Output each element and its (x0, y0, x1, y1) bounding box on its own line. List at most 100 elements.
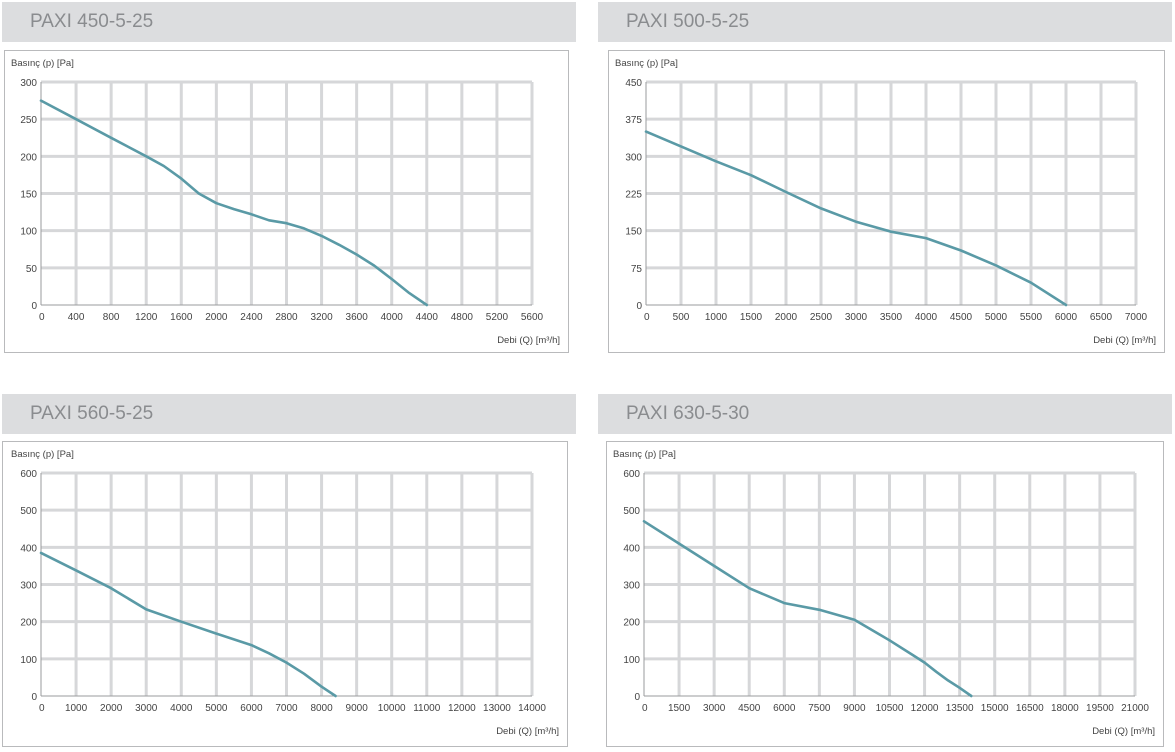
performance-curve (644, 130, 1068, 307)
y-tick-label: 300 (20, 78, 37, 89)
x-tick-label: 0 (39, 312, 45, 323)
chart-frame: 0 100 200 300 400 500 600 0 1000 2000 3000 4000 5000… (2, 441, 568, 747)
x-tick-label: 6000 (240, 703, 263, 714)
x-tick-label: 2800 (275, 312, 298, 323)
x-tick-label: 4800 (451, 312, 474, 323)
x-tick-label: 4400 (416, 312, 439, 323)
x-tick-label: 11000 (413, 703, 441, 714)
x-tick-label: 5500 (1020, 312, 1043, 323)
x-axis-label: Debi (Q) [m³/h] (1092, 726, 1155, 737)
x-tick-label: 3600 (346, 312, 369, 323)
x-tick-label: 2000 (100, 703, 123, 714)
x-tick-label: 5000 (985, 312, 1008, 323)
y-tick-label: 300 (20, 581, 37, 592)
x-tick-label: 4000 (170, 703, 193, 714)
x-tick-label: 2500 (810, 312, 833, 323)
x-tick-label: 15000 (981, 703, 1009, 714)
chart-frame: 0 100 200 300 400 500 600 0 1500 3000 4500 6000 7500… (606, 441, 1164, 747)
x-tick-label: 6000 (1055, 312, 1078, 323)
y-tick-label: 375 (625, 115, 642, 126)
x-tick-label: 6000 (773, 703, 796, 714)
y-tick-label: 225 (625, 190, 642, 201)
performance-curve (39, 551, 337, 698)
x-tick-label: 14000 (518, 703, 546, 714)
y-tick-label: 500 (623, 506, 640, 517)
x-tick-label: 21000 (1121, 703, 1149, 714)
y-axis-label: Basınç (p) [Pa] (613, 449, 676, 460)
x-tick-label: 4000 (915, 312, 938, 323)
y-tick-label: 100 (623, 655, 640, 666)
x-tick-label: 6500 (1090, 312, 1113, 323)
y-tick-label: 600 (623, 469, 640, 480)
x-tick-label: 400 (68, 312, 85, 323)
x-tick-label: 3000 (845, 312, 868, 323)
y-axis-label: Basınç (p) [Pa] (615, 58, 678, 69)
y-tick-label: 100 (20, 227, 37, 238)
x-tick-label: 4000 (381, 312, 404, 323)
y-tick-label: 0 (634, 692, 640, 703)
x-tick-label: 9000 (346, 703, 369, 714)
x-tick-label: 10000 (378, 703, 406, 714)
x-tick-label: 0 (644, 312, 650, 323)
x-tick-label: 8000 (310, 703, 333, 714)
x-tick-label: 4500 (738, 703, 761, 714)
y-tick-label: 50 (26, 264, 38, 275)
y-tick-label: 150 (20, 190, 37, 201)
x-tick-label: 13000 (483, 703, 511, 714)
x-tick-label: 1500 (740, 312, 763, 323)
x-tick-label: 5000 (205, 703, 228, 714)
x-tick-label: 12000 (911, 703, 939, 714)
x-tick-label: 13500 (946, 703, 974, 714)
x-tick-label: 500 (673, 312, 690, 323)
y-tick-label: 600 (20, 469, 37, 480)
y-tick-label: 300 (625, 152, 642, 163)
performance-curve (39, 99, 429, 307)
y-tick-label: 450 (625, 78, 642, 89)
x-tick-label: 7500 (808, 703, 831, 714)
y-tick-label: 150 (625, 227, 642, 238)
x-tick-label: 1600 (170, 312, 193, 323)
y-tick-label: 200 (20, 618, 37, 629)
y-tick-label: 0 (636, 301, 642, 312)
x-tick-label: 9000 (843, 703, 866, 714)
chart-title: PAXI 560-5-25 (2, 394, 576, 434)
y-tick-label: 200 (623, 618, 640, 629)
x-tick-label: 2000 (205, 312, 228, 323)
chart-title: PAXI 500-5-25 (598, 2, 1172, 42)
x-tick-label: 18000 (1051, 703, 1079, 714)
chart-frame: 0 50 100 150 200 250 300 0 400 800 1200 1600 2000 240… (4, 50, 569, 353)
x-tick-label: 2400 (240, 312, 263, 323)
chart-title: PAXI 630-5-30 (598, 394, 1172, 434)
x-tick-label: 5200 (486, 312, 509, 323)
x-axis-label: Debi (Q) [m³/h] (1093, 335, 1156, 346)
x-tick-label: 7000 (275, 703, 298, 714)
x-tick-label: 12000 (448, 703, 476, 714)
y-tick-label: 0 (31, 692, 37, 703)
x-tick-label: 16500 (1016, 703, 1044, 714)
x-tick-label: 0 (39, 703, 45, 714)
x-tick-label: 3200 (310, 312, 333, 323)
y-tick-label: 100 (20, 655, 37, 666)
chart-title: PAXI 450-5-25 (2, 2, 576, 42)
x-tick-label: 1500 (668, 703, 691, 714)
y-tick-label: 0 (31, 301, 37, 312)
x-tick-label: 3000 (703, 703, 726, 714)
x-tick-label: 1200 (135, 312, 158, 323)
y-tick-label: 75 (631, 264, 643, 275)
chart-svg: 0 50 100 150 200 250 300 0 400 800 1200 1600 2000 240… (11, 58, 560, 346)
x-tick-label: 4500 (950, 312, 973, 323)
x-tick-label: 3500 (880, 312, 903, 323)
y-axis-label: Basınç (p) [Pa] (11, 449, 74, 460)
x-tick-label: 19500 (1086, 703, 1114, 714)
x-tick-label: 0 (642, 703, 648, 714)
x-axis-label: Debi (Q) [m³/h] (496, 726, 559, 737)
y-tick-label: 400 (20, 543, 37, 554)
x-tick-label: 10500 (876, 703, 904, 714)
x-tick-label: 1000 (705, 312, 728, 323)
y-tick-label: 300 (623, 581, 640, 592)
y-tick-label: 250 (20, 115, 37, 126)
y-tick-label: 200 (20, 152, 37, 163)
